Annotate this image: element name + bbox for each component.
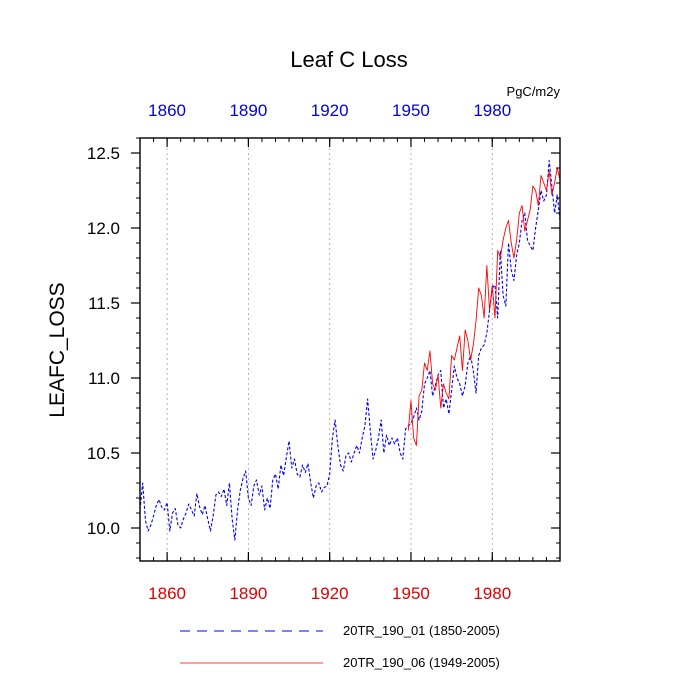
y-tick-label: 11.5 xyxy=(88,294,120,313)
y-tick-label: 12.0 xyxy=(87,219,120,238)
x-tick-label-top: 1890 xyxy=(229,101,267,120)
x-tick-label-top: 1920 xyxy=(311,101,349,120)
series-line-1 xyxy=(139,159,561,541)
x-tick-label-top: 1860 xyxy=(148,101,186,120)
grid-lines xyxy=(166,138,493,561)
y-tick-label: 12.5 xyxy=(87,144,120,163)
legend-label-2: 20TR_190_06 (1949-2005) xyxy=(343,655,500,670)
y-tick-label: 11.0 xyxy=(88,369,120,388)
plot-frame xyxy=(139,137,561,562)
y-axis-label: LEAFC_LOSS xyxy=(46,282,69,417)
axis-ticks: 1860 1860 1890 1890 1920 1920 1950 1950 1980 1980… xyxy=(87,101,561,603)
y-tick-label: 10.0 xyxy=(87,519,120,538)
units-label: PgC/m2y xyxy=(507,84,561,99)
legend: 20TR_190_01 (1850-2005) 20TR_190_06 (1949… xyxy=(180,623,500,670)
x-tick-label-bottom: 1920 xyxy=(311,584,349,603)
x-tick-label-bottom: 1950 xyxy=(392,584,430,603)
plot-area xyxy=(139,159,561,541)
x-tick-label-top: 1980 xyxy=(473,101,511,120)
series-line-2 xyxy=(407,167,561,446)
x-tick-label-bottom: 1860 xyxy=(148,584,186,603)
x-tick-label-bottom: 1890 xyxy=(229,584,267,603)
chart-title: Leaf C Loss xyxy=(290,47,407,72)
y-tick-label: 10.5 xyxy=(87,444,120,463)
x-tick-label-bottom: 1980 xyxy=(473,584,511,603)
x-tick-label-top: 1950 xyxy=(392,101,430,120)
legend-label-1: 20TR_190_01 (1850-2005) xyxy=(343,623,500,638)
